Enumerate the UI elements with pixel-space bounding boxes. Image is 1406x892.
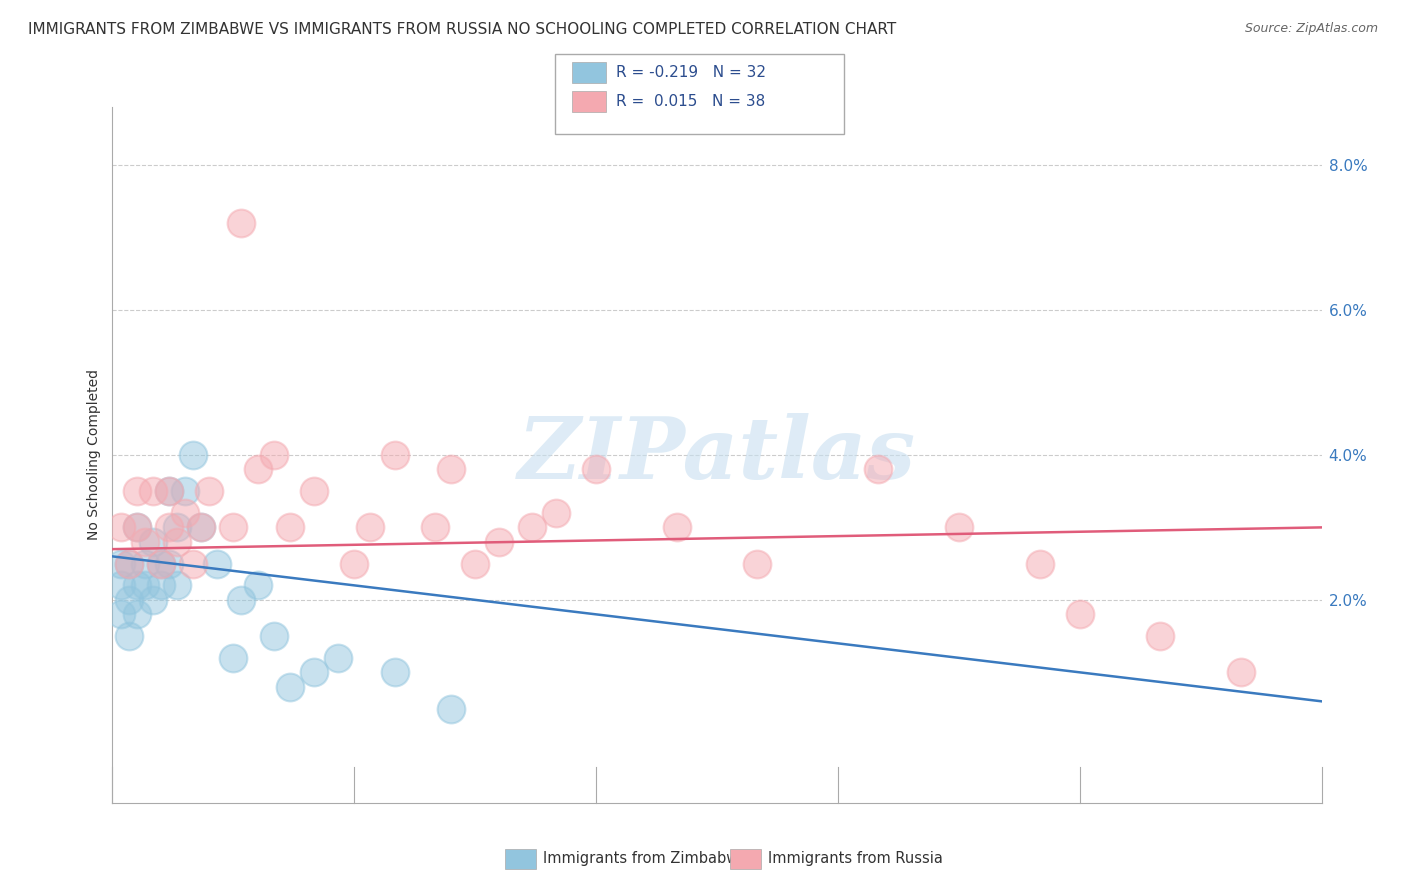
- Point: [181, 448, 204, 462]
- Point: [302, 665, 325, 680]
- Point: [157, 484, 180, 499]
- Text: R =  0.015   N = 38: R = 0.015 N = 38: [616, 95, 765, 109]
- Point: [117, 557, 139, 571]
- Point: [125, 520, 148, 534]
- Point: [149, 557, 172, 571]
- Point: [198, 484, 221, 499]
- Point: [149, 578, 172, 592]
- Point: [948, 520, 970, 534]
- Point: [149, 557, 172, 571]
- Point: [1028, 557, 1050, 571]
- Point: [665, 520, 688, 534]
- Point: [359, 520, 381, 534]
- Point: [263, 448, 285, 462]
- Point: [117, 592, 139, 607]
- Point: [125, 484, 148, 499]
- Point: [520, 520, 543, 534]
- Point: [440, 462, 463, 476]
- Point: [488, 534, 510, 549]
- Point: [207, 557, 229, 571]
- Point: [231, 592, 253, 607]
- Point: [1069, 607, 1091, 622]
- Point: [134, 557, 156, 571]
- Point: [110, 607, 132, 622]
- Point: [246, 578, 269, 592]
- Point: [142, 592, 165, 607]
- Point: [328, 651, 350, 665]
- Point: [190, 520, 212, 534]
- Point: [134, 534, 156, 549]
- Point: [166, 534, 188, 549]
- Point: [174, 484, 197, 499]
- Point: [157, 557, 180, 571]
- Point: [544, 506, 567, 520]
- Point: [384, 665, 406, 680]
- Point: [110, 520, 132, 534]
- Point: [190, 520, 212, 534]
- Point: [125, 578, 148, 592]
- Point: [142, 484, 165, 499]
- Point: [440, 701, 463, 715]
- Point: [1230, 665, 1253, 680]
- Point: [278, 680, 301, 694]
- Point: [142, 534, 165, 549]
- Point: [117, 629, 139, 643]
- Text: Immigrants from Russia: Immigrants from Russia: [768, 852, 942, 866]
- Text: Source: ZipAtlas.com: Source: ZipAtlas.com: [1244, 22, 1378, 36]
- Point: [166, 520, 188, 534]
- Point: [1149, 629, 1171, 643]
- Y-axis label: No Schooling Completed: No Schooling Completed: [87, 369, 101, 541]
- Point: [868, 462, 890, 476]
- Point: [117, 557, 139, 571]
- Point: [125, 520, 148, 534]
- Point: [343, 557, 366, 571]
- Point: [157, 520, 180, 534]
- Point: [134, 578, 156, 592]
- Point: [246, 462, 269, 476]
- Point: [110, 578, 132, 592]
- Point: [110, 557, 132, 571]
- Text: R = -0.219   N = 32: R = -0.219 N = 32: [616, 65, 766, 79]
- Point: [585, 462, 607, 476]
- Point: [747, 557, 769, 571]
- Point: [157, 484, 180, 499]
- Text: IMMIGRANTS FROM ZIMBABWE VS IMMIGRANTS FROM RUSSIA NO SCHOOLING COMPLETED CORREL: IMMIGRANTS FROM ZIMBABWE VS IMMIGRANTS F…: [28, 22, 897, 37]
- Point: [384, 448, 406, 462]
- Point: [231, 216, 253, 230]
- Point: [464, 557, 486, 571]
- Point: [125, 607, 148, 622]
- Point: [181, 557, 204, 571]
- Point: [278, 520, 301, 534]
- Point: [302, 484, 325, 499]
- Point: [263, 629, 285, 643]
- Point: [174, 506, 197, 520]
- Text: Immigrants from Zimbabwe: Immigrants from Zimbabwe: [543, 852, 747, 866]
- Point: [222, 651, 245, 665]
- Text: ZIPatlas: ZIPatlas: [517, 413, 917, 497]
- Point: [423, 520, 446, 534]
- Point: [166, 578, 188, 592]
- Point: [222, 520, 245, 534]
